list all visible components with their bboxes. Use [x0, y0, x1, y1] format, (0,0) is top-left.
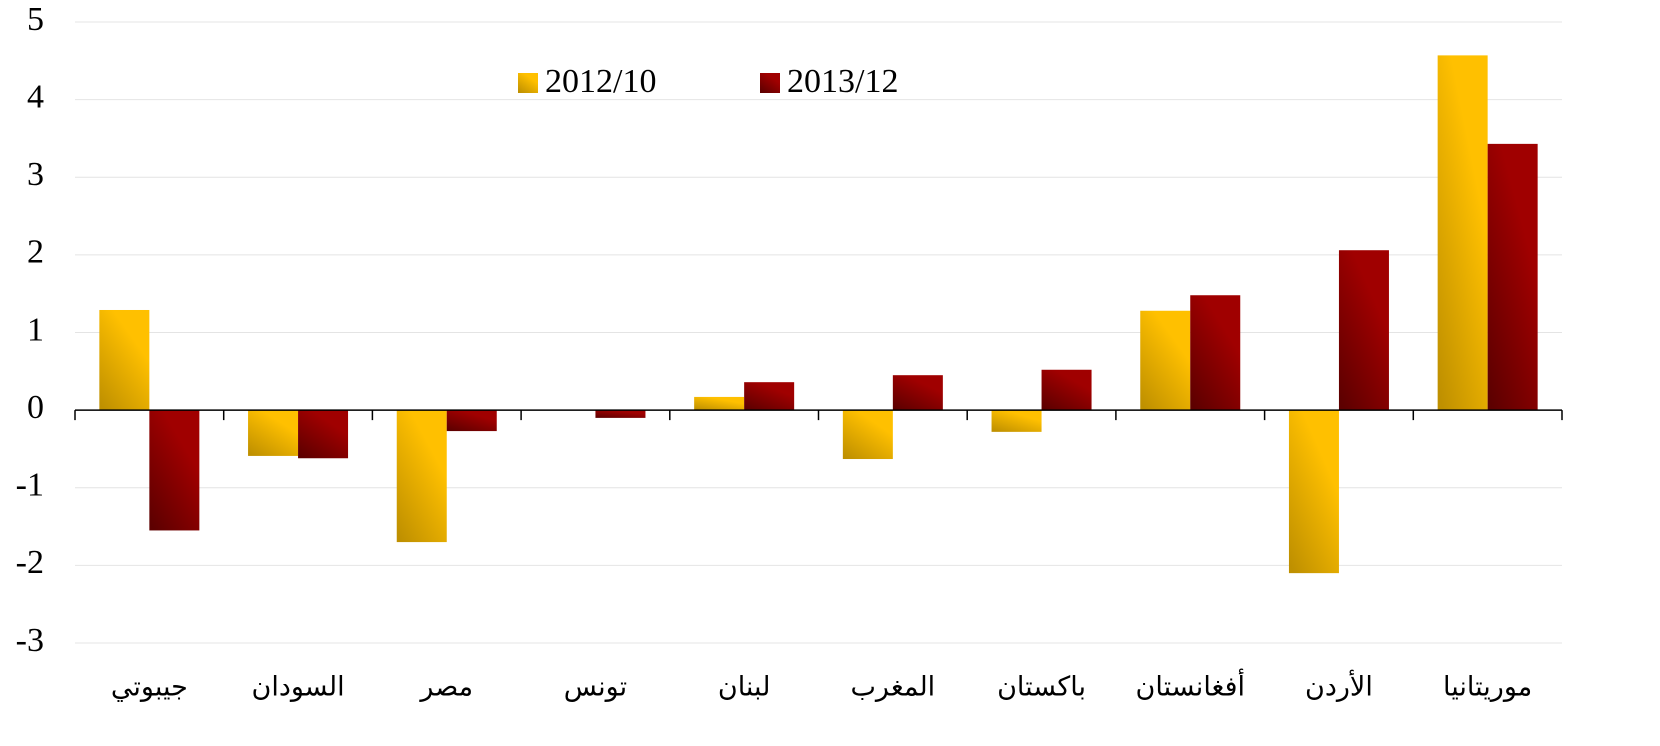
bar — [298, 410, 349, 459]
x-tick-label: تونس — [564, 672, 627, 703]
legend-swatch — [760, 73, 780, 93]
y-tick-label: 3 — [27, 156, 44, 193]
bar — [744, 382, 795, 411]
y-tick-label: -3 — [16, 622, 44, 659]
x-tick-label: أفغانستان — [1136, 668, 1245, 703]
legend-label: 2012/10 — [545, 63, 656, 100]
bar — [892, 375, 943, 411]
bar — [248, 410, 299, 456]
bar — [1041, 369, 1092, 411]
bar — [1190, 295, 1241, 411]
legend-label: 2013/12 — [787, 63, 898, 100]
legend-swatch — [518, 73, 538, 93]
x-tick-label: مصر — [418, 672, 473, 703]
y-tick-label: 4 — [27, 78, 44, 115]
bar — [99, 309, 150, 411]
bar — [991, 410, 1042, 432]
y-tick-label: -1 — [16, 467, 44, 504]
bar — [694, 396, 745, 411]
y-tick-label: 1 — [27, 311, 44, 348]
x-tick-label: الأردن — [1305, 669, 1373, 703]
x-tick-label: موريتانيا — [1443, 672, 1532, 703]
bar — [842, 410, 893, 460]
bar — [396, 410, 447, 543]
bar — [1288, 410, 1339, 574]
x-tick-label: المغرب — [851, 672, 936, 703]
bar — [446, 410, 497, 432]
bar — [1437, 55, 1488, 411]
y-tick-label: 5 — [27, 1, 44, 38]
bar — [1487, 143, 1538, 411]
y-tick-label: 2 — [27, 234, 44, 271]
x-tick-label: جيبوتي — [111, 672, 188, 703]
x-tick-label: باكستان — [997, 672, 1086, 703]
bar — [149, 410, 200, 531]
x-tick-label: لبنان — [718, 672, 771, 703]
y-tick-label: -2 — [16, 544, 44, 581]
bar — [1338, 250, 1389, 411]
bar — [595, 410, 646, 418]
bar — [1140, 310, 1191, 411]
y-tick-label: 0 — [27, 389, 44, 426]
x-tick-label: السودان — [251, 672, 344, 703]
